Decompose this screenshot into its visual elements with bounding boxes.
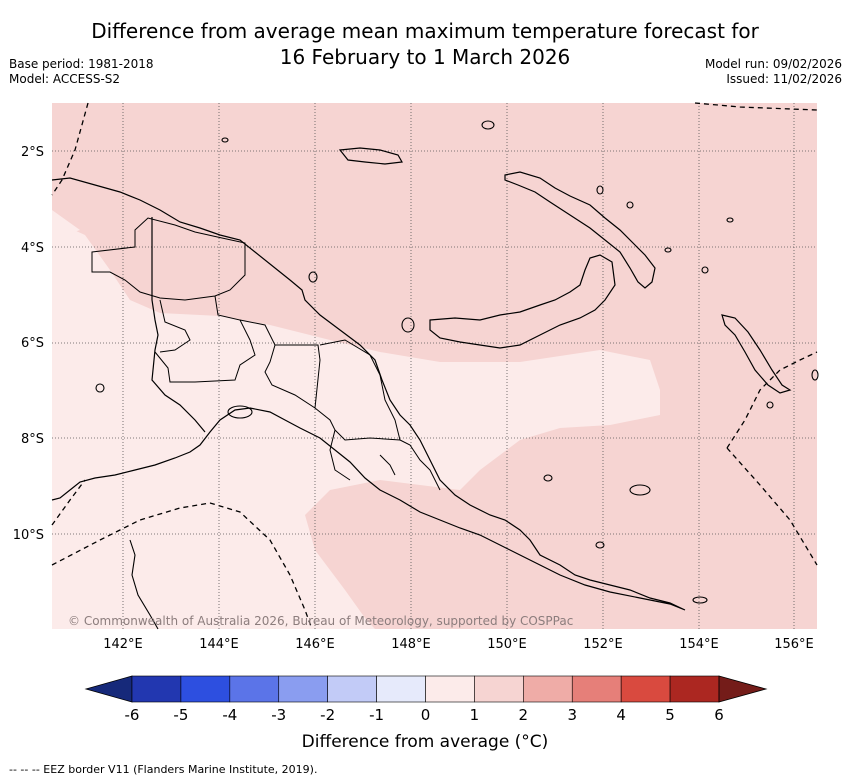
colorbar-segment	[229, 675, 280, 703]
new-guinea-coastline	[51, 177, 686, 611]
lat-label: 2°S	[21, 145, 44, 160]
colorbar-tick-label: -6	[124, 706, 140, 724]
colorbar-extend-high	[718, 675, 768, 703]
colorbar-tick-label: -1	[369, 706, 385, 724]
island	[766, 401, 774, 409]
colorbar-segment	[131, 675, 182, 703]
island	[401, 317, 415, 333]
colorbar-segment	[376, 675, 426, 703]
lon-label: 154°E	[679, 637, 719, 652]
island	[221, 137, 229, 143]
small-islands	[95, 120, 819, 604]
island	[692, 596, 708, 604]
colorbar	[84, 675, 768, 703]
colorbar-tick-label: -2	[320, 706, 336, 724]
colorbar-tick-label: 5	[665, 706, 675, 724]
island	[726, 217, 734, 223]
colorbar-tick-label: 4	[616, 706, 626, 724]
title-line-2: 16 February to 1 March 2026	[279, 45, 571, 69]
colorbar-label: Difference from average (°C)	[301, 732, 549, 752]
lon-label: 156°E	[774, 637, 814, 652]
colorbar-segment	[425, 675, 475, 703]
eez-line	[51, 502, 313, 630]
chart-title: Difference from average mean maximum tem…	[0, 18, 850, 70]
model-run: Model run: 09/02/2026	[704, 57, 842, 71]
cape-york-coastline	[129, 539, 159, 630]
lon-label: 150°E	[487, 637, 527, 652]
island	[95, 383, 105, 393]
title-line-1: Difference from average mean maximum tem…	[91, 19, 759, 43]
island	[811, 369, 819, 381]
colorbar-segment	[620, 675, 671, 703]
eez-line	[694, 102, 818, 111]
colorbar-segment	[523, 675, 573, 703]
border-141e	[151, 217, 206, 433]
copyright-notice: © Commonwealth of Australia 2026, Bureau…	[68, 614, 574, 628]
colorbar-segment	[571, 675, 622, 703]
island	[701, 266, 709, 274]
colorbar-segment	[669, 675, 720, 703]
new-britain-coastline	[429, 254, 616, 349]
colorbar-tick-label: 6	[714, 706, 724, 724]
eez-line	[726, 351, 818, 449]
eez-borders	[51, 102, 818, 630]
colorbar-tick-label: -4	[222, 706, 238, 724]
base-period: Base period: 1981-2018	[9, 57, 154, 71]
colorbar-tick-label: 1	[469, 706, 480, 724]
island	[629, 484, 651, 496]
new-ireland-coastline	[504, 171, 656, 289]
lon-label: 144°E	[199, 637, 239, 652]
island	[308, 271, 318, 283]
colorbar-tick-label: 3	[567, 706, 578, 724]
colorbar-segment	[327, 675, 377, 703]
island	[596, 185, 604, 195]
colorbar-tick-label: -3	[271, 706, 287, 724]
lat-label: 4°S	[21, 241, 44, 256]
manus-island	[338, 147, 403, 165]
region-0-1-west	[52, 210, 80, 240]
colorbar-tick-label: -5	[173, 706, 189, 724]
lat-label: 8°S	[21, 432, 44, 447]
province-boundaries	[91, 217, 441, 491]
region-0-1-warmer	[52, 220, 660, 629]
lat-label: 6°S	[21, 336, 44, 351]
eez-footnote: -- -- -- EEZ border V11 (Flanders Marine…	[9, 763, 318, 776]
bougainville-coastline	[721, 314, 792, 394]
model-name: Model: ACCESS-S2	[9, 72, 121, 86]
lat-label: 10°S	[13, 528, 44, 543]
issued-date: Issued: 11/02/2026	[726, 72, 842, 86]
eez-line	[51, 479, 86, 526]
colorbar-tick-label: 0	[420, 706, 431, 724]
lon-label: 152°E	[583, 637, 623, 652]
meta-right: Model run: 09/02/2026 Issued: 11/02/2026	[705, 57, 842, 87]
lon-label: 146°E	[295, 637, 335, 652]
colorbar-segment	[474, 675, 524, 703]
lon-label: 142°E	[103, 637, 143, 652]
island	[481, 120, 495, 130]
colorbar-tick-label: 2	[518, 706, 529, 724]
colorbar-segment	[180, 675, 231, 703]
colorbar-extend-low	[84, 675, 133, 703]
lon-label: 148°E	[391, 637, 431, 652]
island	[227, 405, 253, 419]
colorbar-segment	[278, 675, 328, 703]
island	[595, 541, 605, 549]
island	[626, 201, 634, 209]
island	[664, 247, 672, 253]
meta-left: Base period: 1981-2018 Model: ACCESS-S2	[9, 57, 154, 87]
island	[543, 474, 553, 482]
eez-line	[51, 102, 89, 196]
